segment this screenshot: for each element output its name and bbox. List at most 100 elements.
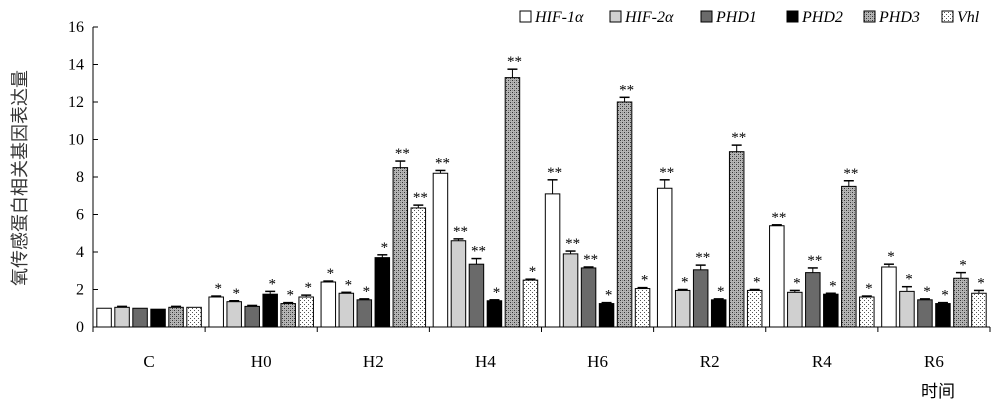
significance-label: * <box>345 277 353 293</box>
series-5: ***** * * * <box>186 190 987 328</box>
significance-label: * <box>977 275 985 291</box>
significance-label: * <box>605 288 613 304</box>
bar <box>96 307 112 328</box>
bar <box>823 293 839 328</box>
bar <box>562 253 579 328</box>
bar <box>710 299 727 328</box>
bar <box>168 306 184 328</box>
significance-label: * <box>381 240 389 256</box>
bar <box>917 299 933 328</box>
y-tick-label: 16 <box>68 19 84 36</box>
y-tick-label: 14 <box>68 57 84 74</box>
legend-swatch <box>941 10 954 23</box>
y-tick-label: 4 <box>76 244 84 261</box>
x-category-label: R6 <box>924 352 944 371</box>
bar <box>899 290 915 328</box>
bar <box>656 187 673 328</box>
x-category-label: H0 <box>251 352 272 371</box>
significance-label: ** <box>807 253 822 269</box>
y-tick-label: 8 <box>76 169 84 186</box>
bar <box>468 263 485 328</box>
legend-item-1: HIF-2α <box>609 9 674 26</box>
significance-label: ** <box>471 244 486 260</box>
significance-label: * <box>959 258 967 274</box>
significance-label: * <box>529 264 537 280</box>
legend-item-3: PHD2 <box>786 9 843 26</box>
bar <box>392 167 409 328</box>
bars: ****** ************ * ****** ** ****** * * *****… <box>96 54 987 328</box>
bar <box>935 303 951 328</box>
significance-label: * <box>717 284 725 300</box>
legend-swatch <box>519 10 532 23</box>
bar <box>859 296 875 328</box>
x-category-label: R4 <box>812 352 832 371</box>
bar <box>841 185 857 328</box>
series-2: ***** ** *** <box>132 244 933 328</box>
series-4: ************ <box>168 54 969 328</box>
bar <box>432 172 449 328</box>
legend-swatch <box>863 10 876 23</box>
significance-label: * <box>865 281 873 297</box>
significance-label: * <box>493 285 501 301</box>
significance-label: ** <box>619 82 634 98</box>
bar <box>616 101 633 328</box>
x-category-label: C <box>143 352 154 371</box>
bar <box>132 307 148 328</box>
x-axis-label: 时间 <box>921 382 955 401</box>
significance-label: * <box>363 284 371 300</box>
legend-item-4: PHD3 <box>863 9 920 26</box>
y-tick-label: 2 <box>76 282 84 299</box>
bar <box>580 267 597 328</box>
bar <box>598 303 615 328</box>
significance-label: * <box>753 275 761 291</box>
series-1: ******* * * <box>114 224 915 328</box>
bar <box>769 225 785 328</box>
x-category-label: R2 <box>700 352 720 371</box>
significance-label: ** <box>507 54 522 70</box>
significance-label: ** <box>771 210 786 226</box>
legend-label: HIF-2α <box>624 9 674 26</box>
significance-label: ** <box>695 250 710 266</box>
axes: 0 2 4 6 8 10 12 14 16 C H0 H2 H4 H6 R2 R4 R6 <box>68 19 991 371</box>
significance-label: * <box>304 280 312 296</box>
bar <box>280 303 296 328</box>
x-category-label: H2 <box>363 352 384 371</box>
significance-label: * <box>214 281 222 297</box>
legend-item-0: HIF-1α <box>519 9 584 26</box>
significance-label: * <box>327 266 335 282</box>
series-3: *** * * ** <box>150 240 951 328</box>
significance-label: * <box>793 275 801 291</box>
legend-label: PHD3 <box>878 9 920 26</box>
bar <box>953 277 969 328</box>
bar <box>262 293 278 328</box>
bar <box>226 301 242 328</box>
y-tick-label: 10 <box>68 132 84 149</box>
bar <box>374 257 391 328</box>
significance-label: * <box>681 275 689 291</box>
significance-label: * <box>641 273 649 289</box>
bar <box>114 306 130 328</box>
significance-label: ** <box>843 166 858 182</box>
bar <box>522 279 539 328</box>
significance-label: * <box>829 278 837 294</box>
bar <box>244 305 260 328</box>
significance-label: ** <box>435 155 450 171</box>
significance-label: ** <box>565 236 580 252</box>
significance-label: * <box>268 276 276 292</box>
legend-label: PHD1 <box>715 9 757 26</box>
significance-label: * <box>941 288 949 304</box>
y-tick-label: 6 <box>76 207 84 224</box>
bar <box>787 291 803 328</box>
significance-label: ** <box>395 146 410 162</box>
bar <box>338 292 355 328</box>
bar <box>634 288 651 328</box>
significance-label: ** <box>547 165 562 181</box>
bar <box>356 299 373 328</box>
x-category-label: H4 <box>475 352 496 371</box>
bar <box>208 296 224 328</box>
bar <box>971 292 987 328</box>
bar <box>298 296 314 328</box>
legend-item-2: PHD1 <box>700 9 757 26</box>
significance-label: ** <box>731 130 746 146</box>
